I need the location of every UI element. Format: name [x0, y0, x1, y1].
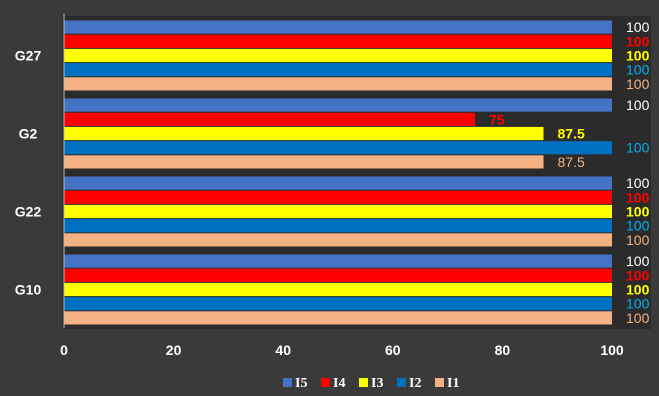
- bar-i5-g10: [64, 254, 612, 268]
- bar-i1-g10: [64, 311, 612, 325]
- bar-i4-g27: [64, 34, 612, 48]
- category-label: G22: [15, 204, 42, 220]
- data-label: 87.5: [558, 154, 585, 170]
- bar-i2-g27: [64, 63, 612, 77]
- bar-i5-g22: [64, 176, 612, 190]
- x-tick-label: 40: [275, 342, 291, 358]
- data-label: 100: [626, 189, 650, 205]
- bar-i3-g2: [64, 126, 544, 141]
- legend-label: I2: [409, 376, 421, 391]
- x-axis: 0 20 40 60 80 100: [60, 14, 624, 358]
- legend-swatch: [397, 378, 406, 387]
- data-label: 100: [626, 33, 650, 49]
- category-label: G10: [15, 282, 42, 298]
- bar-i5-g2: [64, 98, 612, 112]
- data-label: 100: [626, 218, 650, 234]
- data-label: 100: [626, 253, 650, 269]
- data-label: 100: [626, 296, 650, 312]
- legend-item-i1: I1: [435, 376, 459, 391]
- legend-item-i5: I5: [283, 376, 307, 391]
- legend-label: I4: [333, 376, 345, 391]
- data-label: 100: [626, 232, 650, 248]
- data-label: 100: [626, 267, 650, 283]
- bar-i3-g10: [64, 282, 612, 297]
- bar-i4-g10: [64, 268, 612, 282]
- data-label: 100: [626, 282, 650, 298]
- category-label: G2: [19, 126, 38, 142]
- legend-swatch: [283, 378, 292, 387]
- plot-area: G27100100100100100G21007587.510087.5G221…: [15, 16, 651, 329]
- legend-label: I5: [295, 376, 307, 391]
- data-label: 100: [626, 62, 650, 78]
- data-label: 100: [626, 310, 650, 326]
- legend-item-i2: I2: [397, 376, 421, 391]
- bar-i3-g22: [64, 204, 612, 219]
- legend-swatch: [435, 378, 444, 387]
- x-tick-label: 20: [166, 342, 182, 358]
- data-label: 100: [626, 76, 650, 92]
- legend-label: I3: [371, 376, 383, 391]
- bar-i2-g2: [64, 141, 612, 155]
- bar-i2-g22: [64, 219, 612, 233]
- legend-item-i3: I3: [359, 376, 383, 391]
- x-tick-label: 80: [495, 342, 511, 358]
- data-label: 100: [626, 97, 650, 113]
- data-label: 100: [626, 19, 650, 35]
- bar-i5-g27: [64, 20, 612, 34]
- data-label: 100: [626, 175, 650, 191]
- bar-i1-g27: [64, 77, 612, 91]
- bar-i4-g2: [64, 112, 475, 126]
- category-label: G27: [15, 48, 42, 64]
- bar-i1-g22: [64, 233, 612, 247]
- x-tick-label: 60: [385, 342, 401, 358]
- legend: I5 I4 I3 I2 I1: [283, 376, 459, 391]
- data-label: 87.5: [558, 126, 585, 142]
- legend-label: I1: [447, 376, 459, 391]
- legend-item-i4: I4: [321, 376, 345, 391]
- legend-swatch: [359, 378, 368, 387]
- legend-swatch: [321, 378, 330, 387]
- category-group-g2: G2 100 75 87.5 100 87.5: [19, 94, 651, 173]
- bar-i2-g10: [64, 297, 612, 311]
- data-label: 75: [489, 111, 505, 127]
- x-tick-label: 0: [60, 342, 68, 358]
- bar-i1-g2: [64, 155, 544, 169]
- data-label: 100: [626, 48, 650, 64]
- data-label: 100: [626, 140, 650, 156]
- bar-i4-g22: [64, 190, 612, 204]
- data-label: 100: [626, 204, 650, 220]
- x-tick-label: 100: [600, 342, 624, 358]
- bar-i3-g27: [64, 48, 612, 63]
